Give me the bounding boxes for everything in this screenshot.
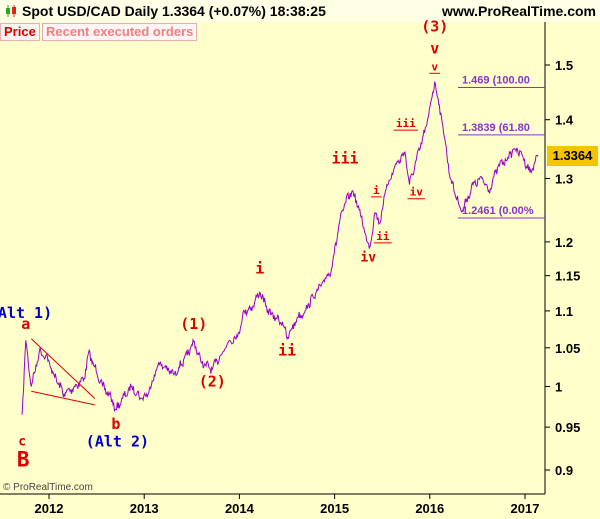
y-tick-label: 1.05 [555,341,580,356]
wave-label: ii [278,341,296,359]
wave-label: b [111,415,120,433]
wave-label: v [431,60,438,73]
x-axis: 2012 2013 2014 2015 2016 2017 [35,494,540,516]
wave-label: i [255,260,264,278]
fib-level-label: 1.2461 (0.00% [462,205,534,217]
y-axis: 1.5 1.4 1.3 1.2 1.15 1.1 1.05 1 0.95 0.9 [545,58,580,478]
wave-label: i [373,184,380,197]
fib-level-label: 1.469 (100.00 [462,75,530,87]
tab-recent-orders[interactable]: Recent executed orders [42,23,198,41]
chart-header: Spot USD/CAD Daily 1.3364 (+0.07%) 18:38… [0,0,600,22]
wave-label: (1) [180,315,207,333]
wave-label: c [18,435,26,450]
price-series-line [21,81,539,415]
channel-line [31,390,95,406]
y-tick-label: 0.95 [555,420,580,435]
y-tick-label: 1.2 [555,235,573,250]
chart-frame [0,22,546,495]
wave-label: (3) [421,17,448,35]
y-tick-label: 1.4 [555,113,574,128]
wave-label: iv [410,186,424,199]
triangle-channel-lines [30,338,96,406]
y-tick-label: 1.5 [555,58,573,73]
y-tick-label: 1 [555,379,562,394]
y-tick-label: 0.9 [555,463,573,478]
x-tick-label: 2015 [320,501,349,516]
wave-label: iii [396,117,416,130]
y-tick-label: 1.15 [555,269,580,284]
copyright: © ProRealTime.com [3,482,93,493]
fibonacci-levels: 1.469 (100.00 1.3839 (61.80 1.2461 (0.00% [458,75,545,219]
last-price-label: 1.3364 [547,146,598,166]
wave-label: iv [360,250,376,265]
instrument-title: Spot USD/CAD Daily 1.3364 (+0.07%) 18:38… [22,3,326,19]
wave-label: ii [376,230,390,243]
wave-label: iii [331,149,358,167]
wave-label: Alt 1) [0,304,52,322]
wave-label: B [17,447,30,471]
x-tick-label: 2017 [511,501,540,516]
channel-line [30,338,96,399]
x-tick-label: 2016 [415,501,444,516]
candlestick-icon[interactable] [4,4,18,18]
wave-label: (Alt 2) [86,433,149,451]
wave-label: (2) [199,372,226,390]
y-tick-label: 1.3 [555,171,573,186]
wave-label: v [430,39,439,57]
y-tick-label: 1.1 [555,304,573,319]
x-tick-label: 2013 [130,501,159,516]
x-tick-label: 2014 [225,501,255,516]
wave-label: a [21,315,30,333]
fib-level-label: 1.3839 (61.80 [462,122,530,134]
site-link[interactable]: www.ProRealTime.com [441,3,596,19]
tab-price[interactable]: Price [0,23,40,41]
x-tick-label: 2012 [35,501,64,516]
